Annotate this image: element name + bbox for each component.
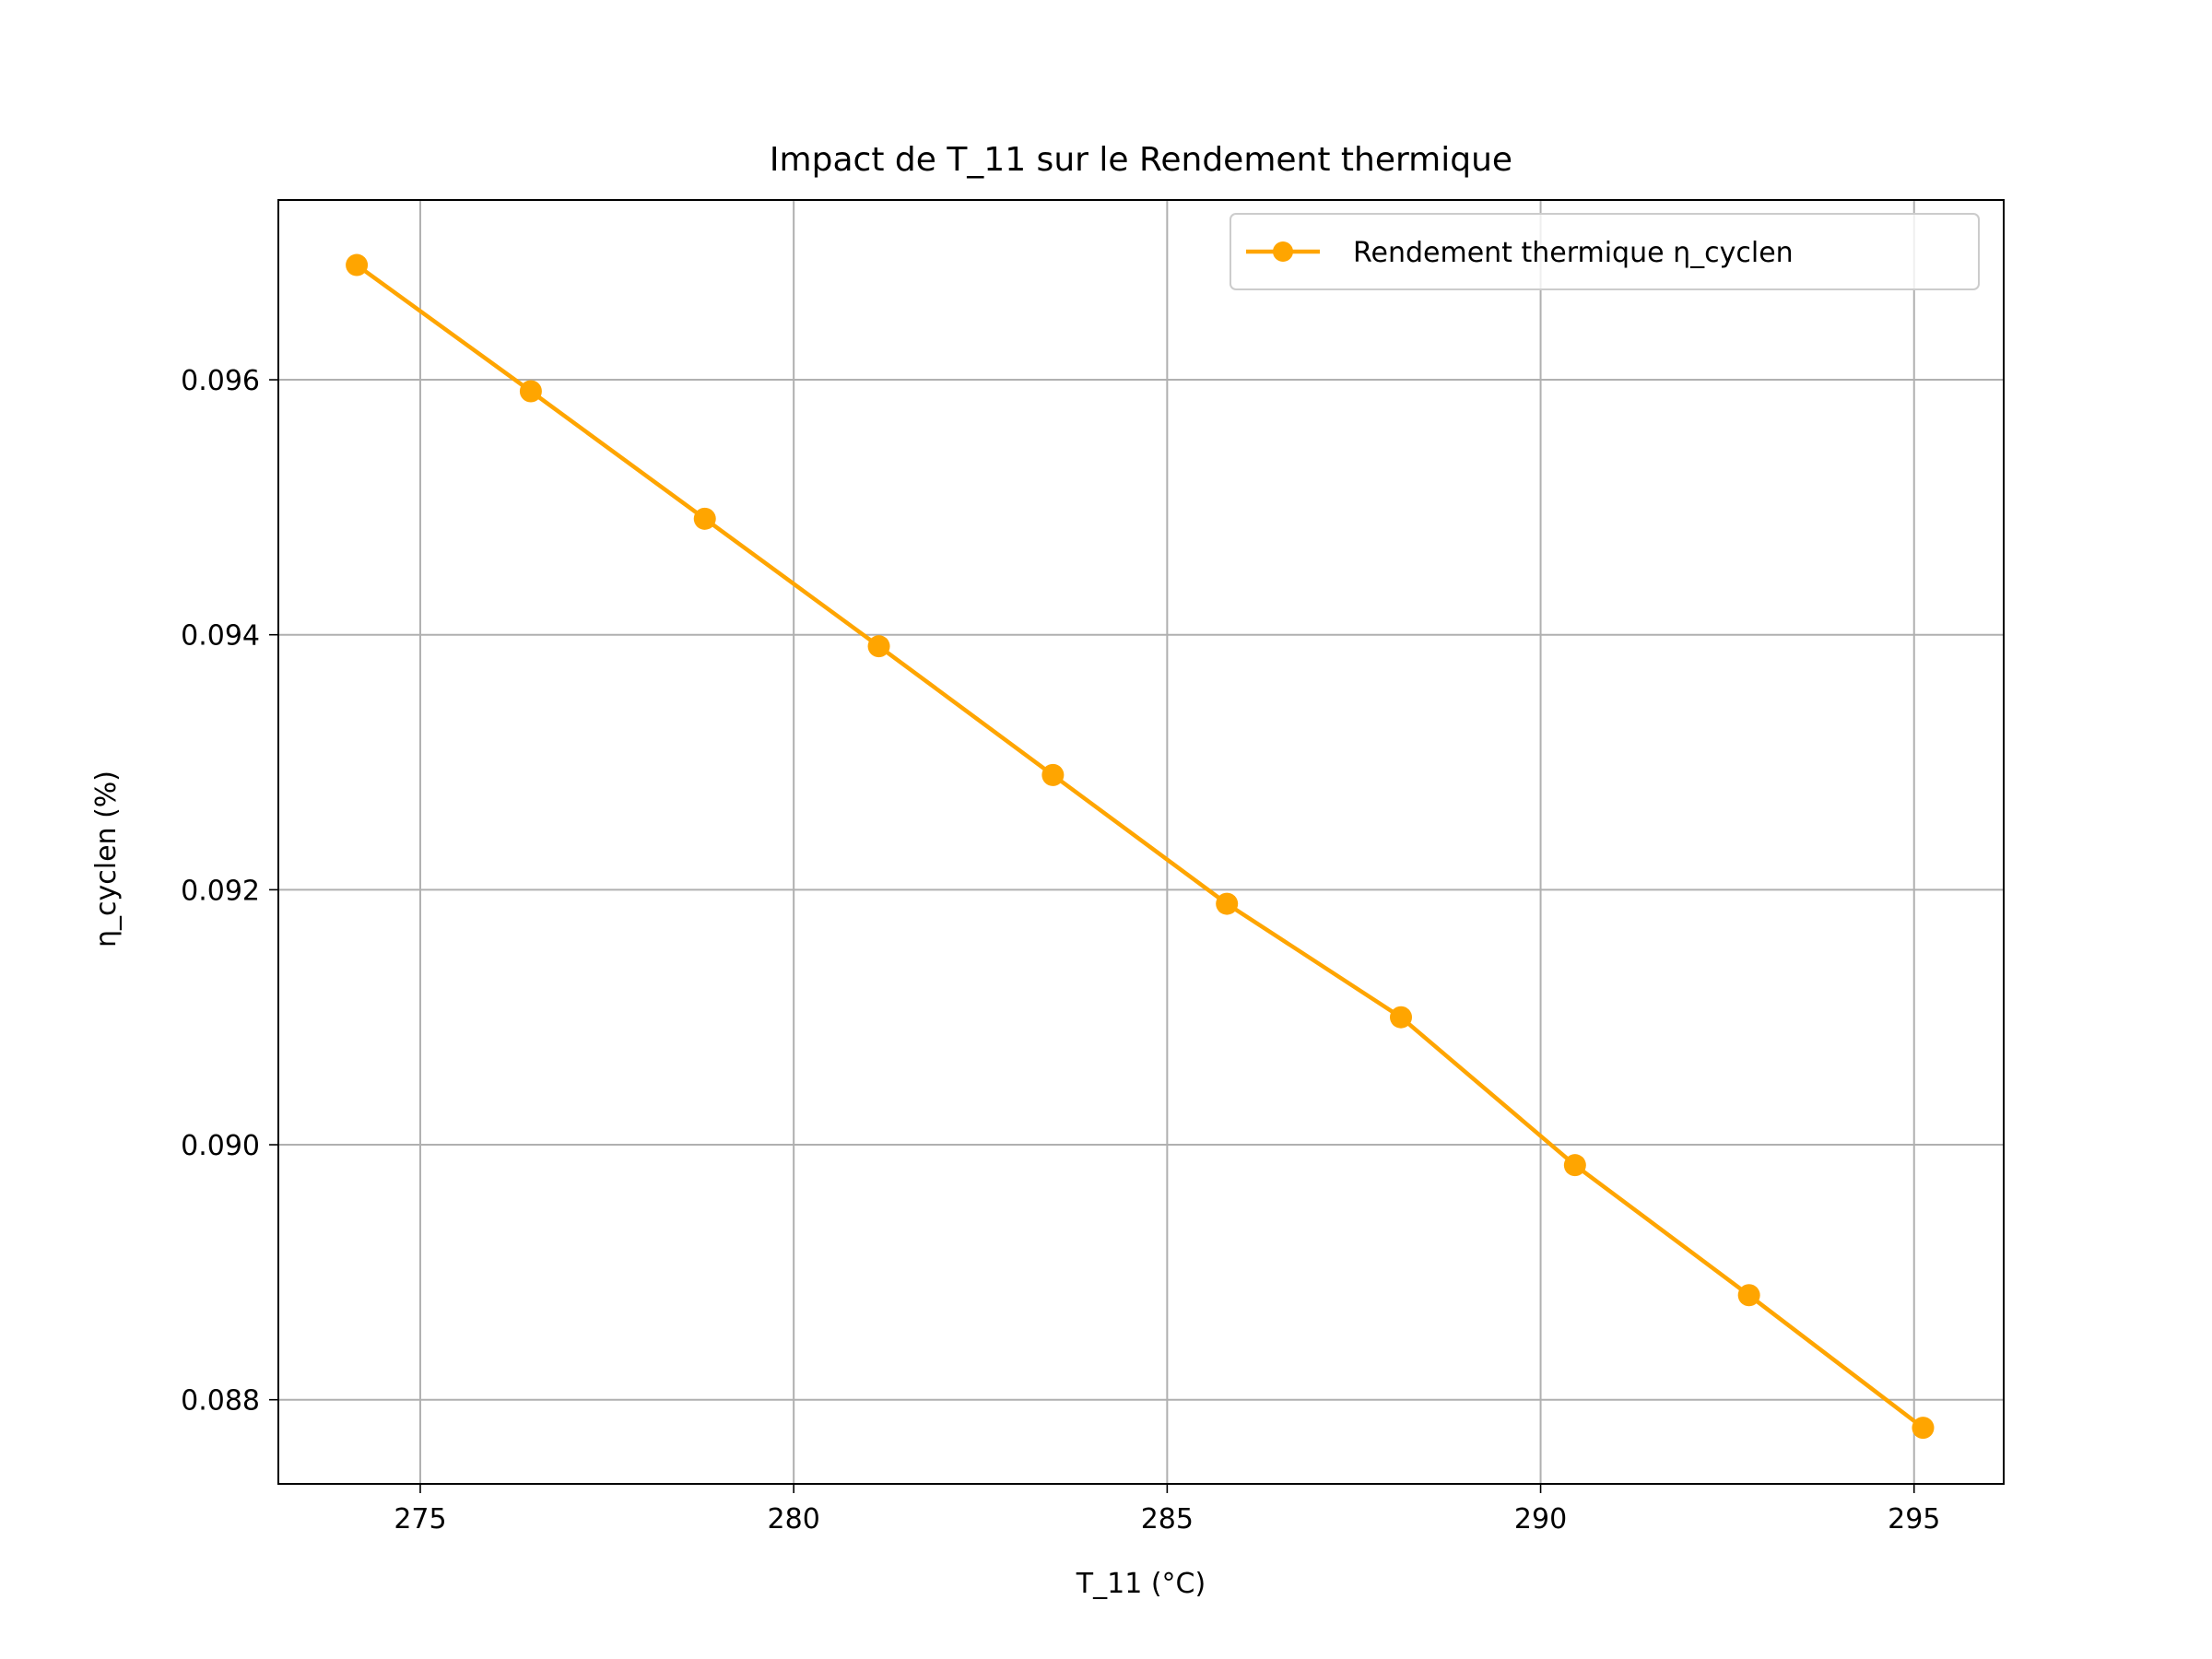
y-tick-label: 0.090 xyxy=(181,1130,260,1162)
x-tick-label: 290 xyxy=(1514,1503,1567,1535)
series-layer xyxy=(346,253,1935,1440)
x-tick-label: 275 xyxy=(394,1503,446,1535)
data-point xyxy=(1390,1006,1413,1029)
data-point xyxy=(1041,763,1065,786)
legend-marker-sample xyxy=(1273,241,1293,262)
x-tick-label: 295 xyxy=(1888,1503,1940,1535)
y-tick-label: 0.092 xyxy=(181,875,260,907)
y-axis-label: η_cyclen (%) xyxy=(90,771,123,947)
data-point xyxy=(519,380,542,403)
ticks: 275 280 285 290 295 0.088 0.090 0.092 0.094 0.096 xyxy=(181,365,1940,1535)
data-point xyxy=(1216,892,1239,915)
legend: Rendement thermique η_cyclen xyxy=(1230,213,1980,290)
grid xyxy=(278,200,2004,1484)
x-tick-label: 285 xyxy=(1141,1503,1194,1535)
data-point xyxy=(867,635,890,658)
y-tick-label: 0.088 xyxy=(181,1385,260,1418)
y-tick-label: 0.096 xyxy=(181,365,260,397)
data-point xyxy=(346,253,369,276)
x-axis-label: T_11 (°C) xyxy=(1076,1568,1206,1600)
series-line xyxy=(355,263,1924,1430)
data-point xyxy=(1912,1417,1935,1440)
chart-title: Impact de T_11 sur le Rendement thermiqu… xyxy=(770,141,1512,179)
data-point xyxy=(1737,1284,1760,1307)
legend-series-label: Rendement thermique η_cyclen xyxy=(1353,237,1794,269)
axes-frame xyxy=(277,199,2005,1485)
data-point xyxy=(693,507,716,530)
y-tick-label: 0.094 xyxy=(181,620,260,653)
data-point xyxy=(1563,1154,1586,1177)
x-tick-label: 280 xyxy=(768,1503,820,1535)
legend-frame xyxy=(1230,213,1980,290)
